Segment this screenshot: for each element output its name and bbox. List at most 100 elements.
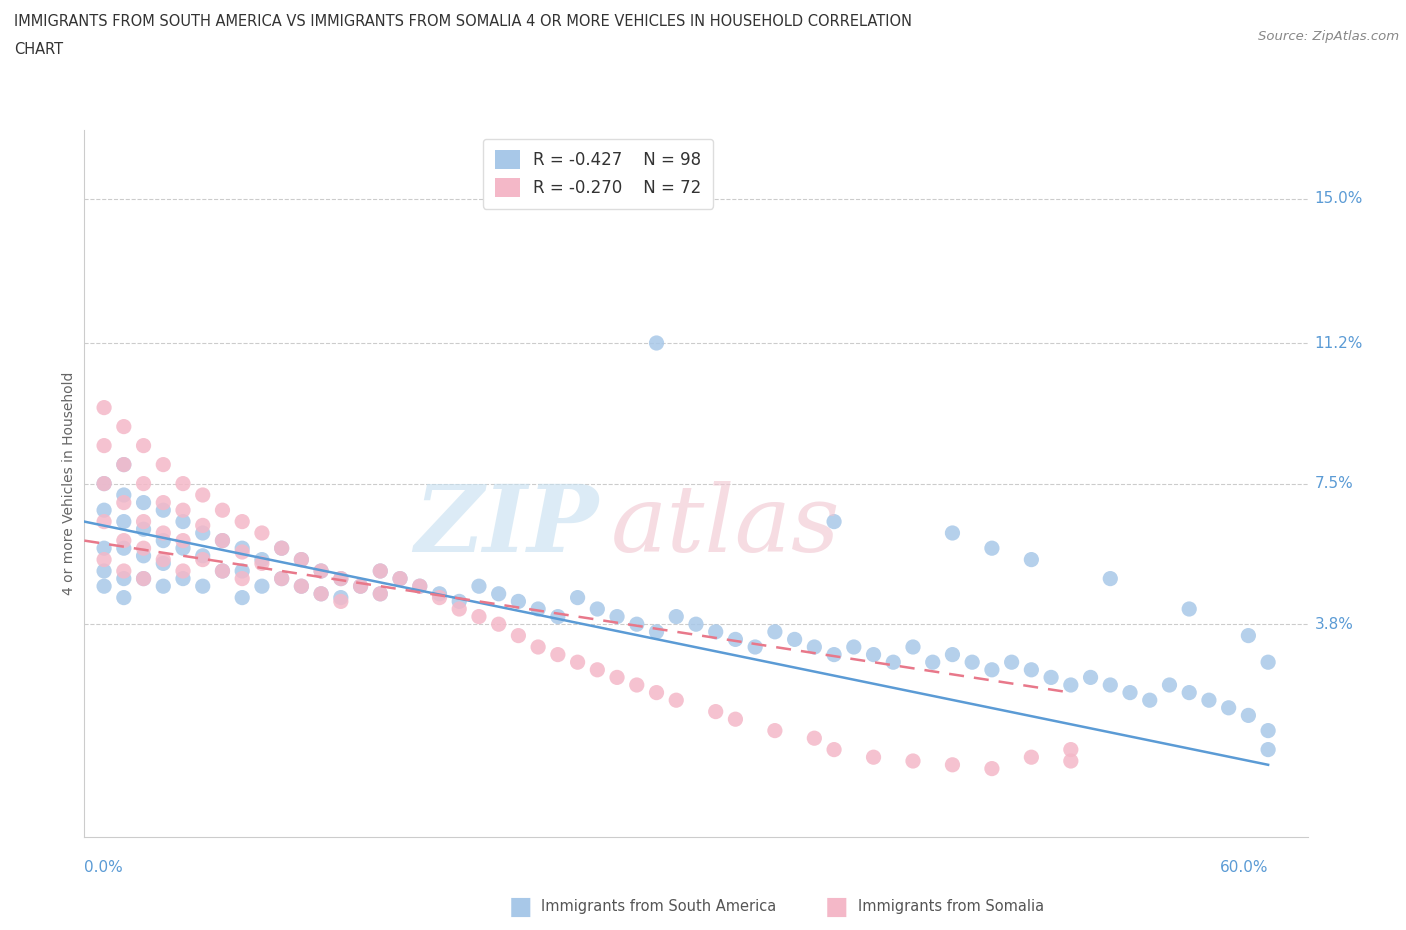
Point — [665, 609, 688, 624]
Point — [93, 476, 115, 491]
Point — [112, 458, 135, 472]
Point — [93, 578, 115, 593]
Point — [93, 438, 115, 453]
Point — [862, 750, 884, 764]
Point — [704, 624, 727, 639]
Point — [803, 731, 825, 746]
Point — [132, 438, 155, 453]
Text: CHART: CHART — [14, 42, 63, 57]
Point — [941, 757, 963, 772]
Point — [901, 753, 924, 768]
Point — [93, 552, 115, 567]
Point — [586, 602, 609, 617]
Text: 60.0%: 60.0% — [1219, 860, 1268, 875]
Point — [152, 578, 174, 593]
Point — [409, 578, 432, 593]
Point — [409, 578, 432, 593]
Point — [1021, 750, 1043, 764]
Point — [349, 578, 371, 593]
Point — [112, 458, 135, 472]
Point — [1099, 678, 1122, 693]
Point — [468, 578, 491, 593]
Text: 15.0%: 15.0% — [1315, 191, 1362, 206]
Point — [211, 533, 233, 548]
Point — [389, 571, 412, 586]
Point — [349, 578, 371, 593]
Point — [429, 586, 451, 601]
Point — [93, 564, 115, 578]
Point — [960, 655, 983, 670]
Point — [842, 640, 865, 655]
Legend: R = -0.427    N = 98, R = -0.270    N = 72: R = -0.427 N = 98, R = -0.270 N = 72 — [484, 139, 713, 208]
Point — [368, 586, 391, 601]
Point — [290, 578, 312, 593]
Point — [1060, 678, 1083, 693]
Text: atlas: atlas — [610, 481, 839, 571]
Text: 11.2%: 11.2% — [1315, 336, 1362, 351]
Point — [172, 476, 194, 491]
Point — [941, 525, 963, 540]
Point — [93, 540, 115, 555]
Point — [112, 514, 135, 529]
Point — [645, 624, 668, 639]
Point — [309, 586, 332, 601]
Point — [152, 552, 174, 567]
Point — [250, 556, 273, 571]
Point — [112, 419, 135, 434]
Point — [1159, 678, 1181, 693]
Point — [329, 571, 352, 586]
Point — [606, 609, 628, 624]
Point — [152, 495, 174, 510]
Point — [685, 617, 707, 631]
Point — [606, 670, 628, 684]
Point — [567, 591, 589, 605]
Point — [112, 591, 135, 605]
Point — [823, 647, 845, 662]
Point — [112, 495, 135, 510]
Text: 0.0%: 0.0% — [84, 860, 124, 875]
Point — [231, 564, 253, 578]
Text: ZIP: ZIP — [413, 481, 598, 571]
Point — [309, 564, 332, 578]
Point — [270, 571, 292, 586]
Point — [1021, 552, 1043, 567]
Point — [724, 632, 747, 647]
Point — [211, 533, 233, 548]
Point — [980, 540, 1002, 555]
Point — [704, 704, 727, 719]
Point — [1060, 753, 1083, 768]
Point — [449, 602, 471, 617]
Text: Immigrants from South America: Immigrants from South America — [541, 899, 776, 914]
Text: 3.8%: 3.8% — [1315, 617, 1354, 631]
Point — [132, 522, 155, 537]
Point — [231, 514, 253, 529]
Point — [250, 552, 273, 567]
Point — [309, 586, 332, 601]
Point — [1257, 742, 1279, 757]
Point — [803, 640, 825, 655]
Point — [1257, 655, 1279, 670]
Point — [429, 591, 451, 605]
Point — [191, 552, 214, 567]
Point — [290, 578, 312, 593]
Point — [547, 647, 569, 662]
Point — [250, 578, 273, 593]
Point — [93, 503, 115, 518]
Point — [468, 609, 491, 624]
Point — [449, 594, 471, 609]
Point — [152, 556, 174, 571]
Text: Immigrants from Somalia: Immigrants from Somalia — [858, 899, 1043, 914]
Point — [191, 487, 214, 502]
Point — [567, 655, 589, 670]
Point — [1198, 693, 1220, 708]
Point — [172, 514, 194, 529]
Point — [112, 571, 135, 586]
Point — [368, 564, 391, 578]
Point — [823, 514, 845, 529]
Point — [626, 617, 648, 631]
Point — [1237, 628, 1260, 643]
Point — [152, 503, 174, 518]
Point — [93, 400, 115, 415]
Point — [645, 336, 668, 351]
Point — [231, 540, 253, 555]
